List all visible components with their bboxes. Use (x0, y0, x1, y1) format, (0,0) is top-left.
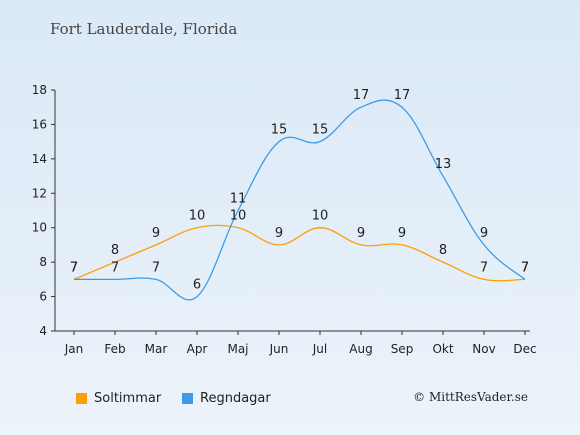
x-tick-label: Jul (312, 342, 327, 356)
legend-label-rain: Regndagar (200, 390, 271, 406)
y-tick-label: 8 (39, 255, 47, 269)
data-label-rain: 7 (111, 260, 119, 275)
y-tick-label: 14 (32, 152, 47, 166)
legend-item-rain: Regndagar (182, 390, 271, 406)
data-label-sun: 10 (230, 209, 247, 224)
data-label-rain: 9 (480, 226, 488, 241)
x-tick-label: Dec (513, 342, 536, 356)
chart-title: Fort Lauderdale, Florida (50, 20, 238, 38)
x-tick-label: Jun (269, 342, 289, 356)
y-tick-label: 12 (32, 186, 47, 200)
data-label-sun: 10 (189, 209, 206, 224)
x-tick-label: Nov (472, 342, 495, 356)
legend-label-sun: Soltimmar (94, 390, 162, 406)
copyright-text: © MittResVader.se (413, 390, 528, 404)
y-tick-label: 6 (39, 290, 47, 304)
x-tick-label: Feb (104, 342, 125, 356)
data-label-rain: 17 (353, 88, 370, 103)
data-label-sun: 7 (521, 260, 529, 275)
series-line-rain (73, 99, 526, 301)
legend-swatch-sun (76, 392, 87, 404)
data-label-rain: 7 (152, 260, 160, 275)
x-tick-label: Aug (349, 342, 372, 356)
data-label-sun: 9 (398, 226, 406, 241)
data-label-rain: 15 (312, 123, 329, 138)
series-line-sun (73, 224, 526, 282)
data-label-rain: 7 (70, 260, 78, 275)
data-label-rain: 17 (394, 88, 411, 103)
y-tick-label: 10 (32, 221, 47, 235)
x-tick-label: Okt (432, 342, 453, 356)
legend-item-sun: Soltimmar (76, 390, 161, 406)
legend-swatch-rain (182, 392, 193, 404)
x-tick-label: Sep (391, 342, 414, 356)
data-label-rain: 15 (271, 123, 288, 138)
x-tick-label: Maj (227, 342, 248, 356)
y-tick-label: 18 (32, 83, 47, 97)
data-label-rain: 7 (521, 260, 529, 275)
data-label-sun: 7 (480, 260, 488, 275)
x-tick-label: Apr (187, 342, 208, 356)
data-label-sun: 8 (111, 243, 119, 258)
data-label-sun: 8 (439, 243, 447, 258)
data-label-sun: 9 (357, 226, 365, 241)
data-label-sun: 7 (70, 260, 78, 275)
data-label-rain: 13 (435, 157, 452, 172)
data-label-sun: 9 (275, 226, 283, 241)
y-tick-label: 16 (32, 117, 47, 131)
x-tick-label: Mar (145, 342, 168, 356)
data-label-sun: 10 (312, 209, 329, 224)
data-label-sun: 9 (152, 226, 160, 241)
data-label-rain: 11 (230, 192, 247, 207)
x-tick-label: Jan (64, 342, 84, 356)
y-tick-label: 4 (39, 324, 47, 338)
data-label-rain: 6 (193, 278, 201, 293)
